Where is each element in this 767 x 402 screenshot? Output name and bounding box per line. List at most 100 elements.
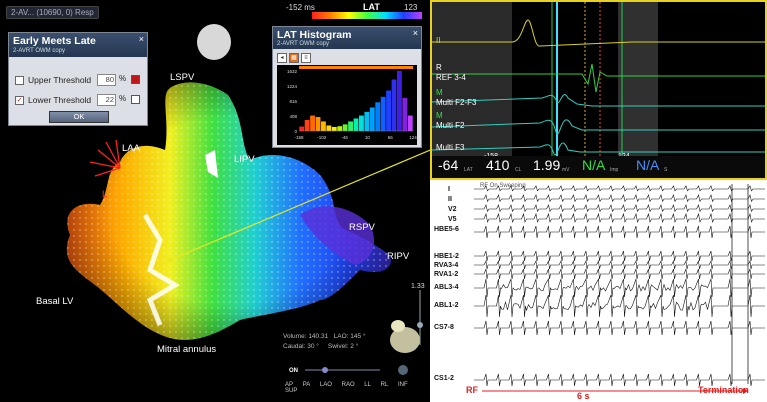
histogram-arrow-icon[interactable]: ◂ (277, 53, 287, 63)
histogram-toolbar: ◂ ▦ ≡ (277, 53, 417, 63)
lower-threshold-input[interactable]: 22 (97, 94, 116, 106)
egm-trace-f2f3 (432, 94, 765, 107)
close-icon[interactable]: × (138, 34, 144, 44)
upper-threshold-color-swatch[interactable] (131, 75, 140, 84)
close-icon[interactable]: × (412, 28, 418, 38)
upper-threshold-row: Upper Threshold (15, 75, 91, 85)
histogram-x-tick: -46 (341, 135, 348, 140)
egm-traces (432, 2, 765, 160)
view-button-sup[interactable]: SUP (285, 388, 298, 394)
histogram-y-tick: 408 (289, 114, 297, 119)
swivel-value: 2 ° (350, 343, 359, 350)
histogram-bar (342, 124, 348, 131)
histogram-bar (359, 115, 364, 131)
histogram-bar (321, 121, 326, 131)
early-dialog-titlebar[interactable]: Early Meets Late 2-AVRT OWM copy × (9, 33, 147, 57)
trace-label-v2: V2 (448, 206, 457, 213)
histogram-y-tick: 816 (289, 99, 297, 104)
tracing-lead-10 (474, 320, 765, 336)
ok-button[interactable]: OK (49, 111, 109, 123)
trace-label-cs12: CS1-2 (434, 375, 454, 382)
lower-threshold-row: ✓ Lower Threshold (15, 95, 91, 105)
lower-threshold-unit: % (119, 94, 127, 103)
trace-label-cs78: CS7-8 (434, 324, 454, 331)
pointer-dot (167, 257, 173, 263)
map-selector-dropdown[interactable]: 2-AV... (10690, 0) Resp (6, 6, 99, 19)
lower-threshold-checkbox[interactable]: ✓ (15, 95, 24, 105)
trace-label-rva34: RVA3-4 (434, 262, 459, 269)
view-button-rl[interactable]: RL (380, 382, 389, 388)
lat-readout: -64 (438, 157, 459, 173)
swivel-label: Swivel: (327, 343, 349, 350)
view-button-rao[interactable]: RAO (341, 382, 355, 388)
histogram-chart[interactable]: 1632 1224 816 408 0-158 -102 -46 10 66 124 (277, 65, 417, 145)
histogram-y-tick: 0 (294, 129, 297, 134)
egm-panel[interactable]: II R REF 3-4 M Multi F2-F3 M Multi F2 Mu… (430, 0, 767, 180)
lat-color-bar (312, 12, 422, 19)
impedance-readout-unit: Imp (610, 167, 619, 173)
zoom-slider-handle[interactable] (417, 322, 423, 328)
anatomy-label-mitral-annulus: Mitral annulus (157, 344, 217, 355)
lower-threshold-color-swatch[interactable] (131, 95, 140, 104)
trace-label-v5: V5 (448, 216, 457, 223)
histogram-subtitle: 2-AVRT OWM copy (277, 41, 330, 47)
anatomy-label-ripv: RIPV (387, 251, 410, 262)
atrium-map[interactable] (0, 0, 430, 402)
histogram-titlebar[interactable]: LAT Histogram 2-AVRT OWM copy × (273, 27, 421, 49)
tracing-lead-1 (474, 194, 765, 203)
trace-label-rva12: RVA1-2 (434, 271, 459, 278)
view-button-ll[interactable]: LL (364, 382, 371, 388)
s-readout-unit: S (664, 167, 668, 173)
s-readout: N/A (636, 157, 660, 173)
on-toggle-label[interactable]: ON (289, 368, 298, 374)
egm-grey-window-right (618, 2, 658, 160)
trace-label-i: I (448, 186, 450, 193)
histogram-bar (326, 125, 332, 131)
histogram-x-tick: 10 (365, 135, 371, 140)
impedance-readout: N/A (582, 157, 606, 173)
histogram-bar (375, 102, 381, 131)
trace-label-abl34: ABL3-4 (434, 284, 459, 291)
rf-arrow-head (743, 388, 748, 394)
egm-trace-f2 (432, 119, 765, 135)
histogram-bar (402, 97, 408, 131)
histogram-list-icon[interactable]: ≡ (301, 53, 311, 63)
volume-label: Volume: (283, 333, 307, 340)
lao-value: 145 ° (350, 333, 366, 340)
egm-channel-r: R (436, 63, 442, 72)
anatomy-label-l: L (102, 189, 108, 200)
histogram-bar (331, 126, 337, 131)
upper-threshold-unit: % (119, 74, 127, 83)
histogram-bar (391, 79, 397, 131)
view-button-pa[interactable]: PA (302, 382, 311, 388)
early-meets-late-dialog[interactable]: Early Meets Late 2-AVRT OWM copy × Upper… (8, 32, 148, 126)
lat-bar-title: LAT (363, 2, 380, 12)
tracing-lead-4 (474, 225, 765, 239)
tracing-lead-11 (474, 373, 765, 387)
histogram-bar (348, 121, 353, 131)
tracing-lead-7 (474, 268, 765, 280)
anatomy-label-lspv: LSPV (170, 72, 195, 83)
view-button-ap[interactable]: AP (285, 382, 294, 388)
view-button-inf[interactable]: INF (398, 382, 408, 388)
tracing-panel: RF On Sweeping I II V2 V5 HBE5-6 HBE1-2 … (430, 180, 767, 402)
termination-label: Termination (698, 385, 749, 395)
histogram-grid-icon[interactable]: ▦ (289, 53, 299, 63)
lower-threshold-label: Lower Threshold (28, 95, 92, 105)
early-late-boundary (142, 213, 180, 326)
orientation-heart-icon[interactable] (390, 320, 420, 353)
on-slider-handle[interactable] (322, 367, 328, 373)
view-button-lao[interactable]: LAO (319, 382, 332, 388)
pointer-line (169, 149, 430, 261)
egm-channel-m2: M (436, 111, 443, 120)
upper-threshold-input[interactable]: 80 (97, 74, 116, 86)
tracing-lead-5 (474, 250, 765, 262)
view-settings-icon[interactable] (398, 365, 408, 375)
trace-label-hbe56: HBE5-6 (434, 226, 459, 233)
map-panel[interactable]: 2-AV... (10690, 0) Resp -152 ms LAT 123 … (0, 0, 430, 402)
lat-histogram-dialog[interactable]: LAT Histogram 2-AVRT OWM copy × ◂ ▦ ≡ 16… (272, 26, 422, 148)
egm-channel-f2: Multi F2 (436, 121, 465, 130)
zoom-level-label: 1.33 (411, 283, 425, 290)
upper-threshold-checkbox[interactable] (15, 75, 24, 85)
view-buttons: AP PA LAO RAO LL RL INF SUP (285, 382, 430, 394)
